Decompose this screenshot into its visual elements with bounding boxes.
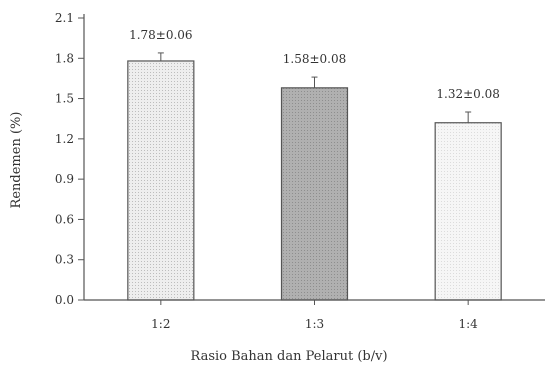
y-tick-label: 1.2 [55, 132, 74, 146]
data-label: 1.32±0.08 [436, 87, 500, 101]
x-axis-ticks: 1:2 1:3 1:4 [151, 300, 478, 331]
bars [127, 52, 502, 301]
data-labels: 1.78±0.06 1.58±0.08 1.32±0.08 [129, 28, 500, 101]
y-tick-label: 0.6 [55, 212, 74, 226]
x-axis-title: Rasio Bahan dan Pelarut (b/v) [190, 349, 387, 364]
x-tick-label: 1:4 [459, 317, 479, 331]
y-tick-label: 1.8 [55, 51, 74, 65]
x-tick-label: 1:2 [151, 317, 170, 331]
y-tick-label: 0.9 [55, 172, 74, 186]
bar-1-2 [127, 60, 195, 301]
data-label: 1.58±0.08 [283, 52, 347, 66]
data-label: 1.78±0.06 [129, 28, 193, 42]
y-tick-label: 0.0 [55, 293, 74, 307]
bar-1-4 [434, 122, 502, 301]
y-axis-ticks: 0.0 0.3 0.6 0.9 1.2 1.5 1.8 2.1 [55, 11, 84, 307]
x-tick-label: 1:3 [305, 317, 324, 331]
y-axis-title: Rendemen (%) [9, 112, 24, 209]
bar-1-3 [280, 87, 349, 301]
y-tick-label: 0.3 [55, 253, 74, 267]
y-tick-label: 2.1 [55, 11, 74, 25]
y-tick-label: 1.5 [55, 92, 74, 106]
